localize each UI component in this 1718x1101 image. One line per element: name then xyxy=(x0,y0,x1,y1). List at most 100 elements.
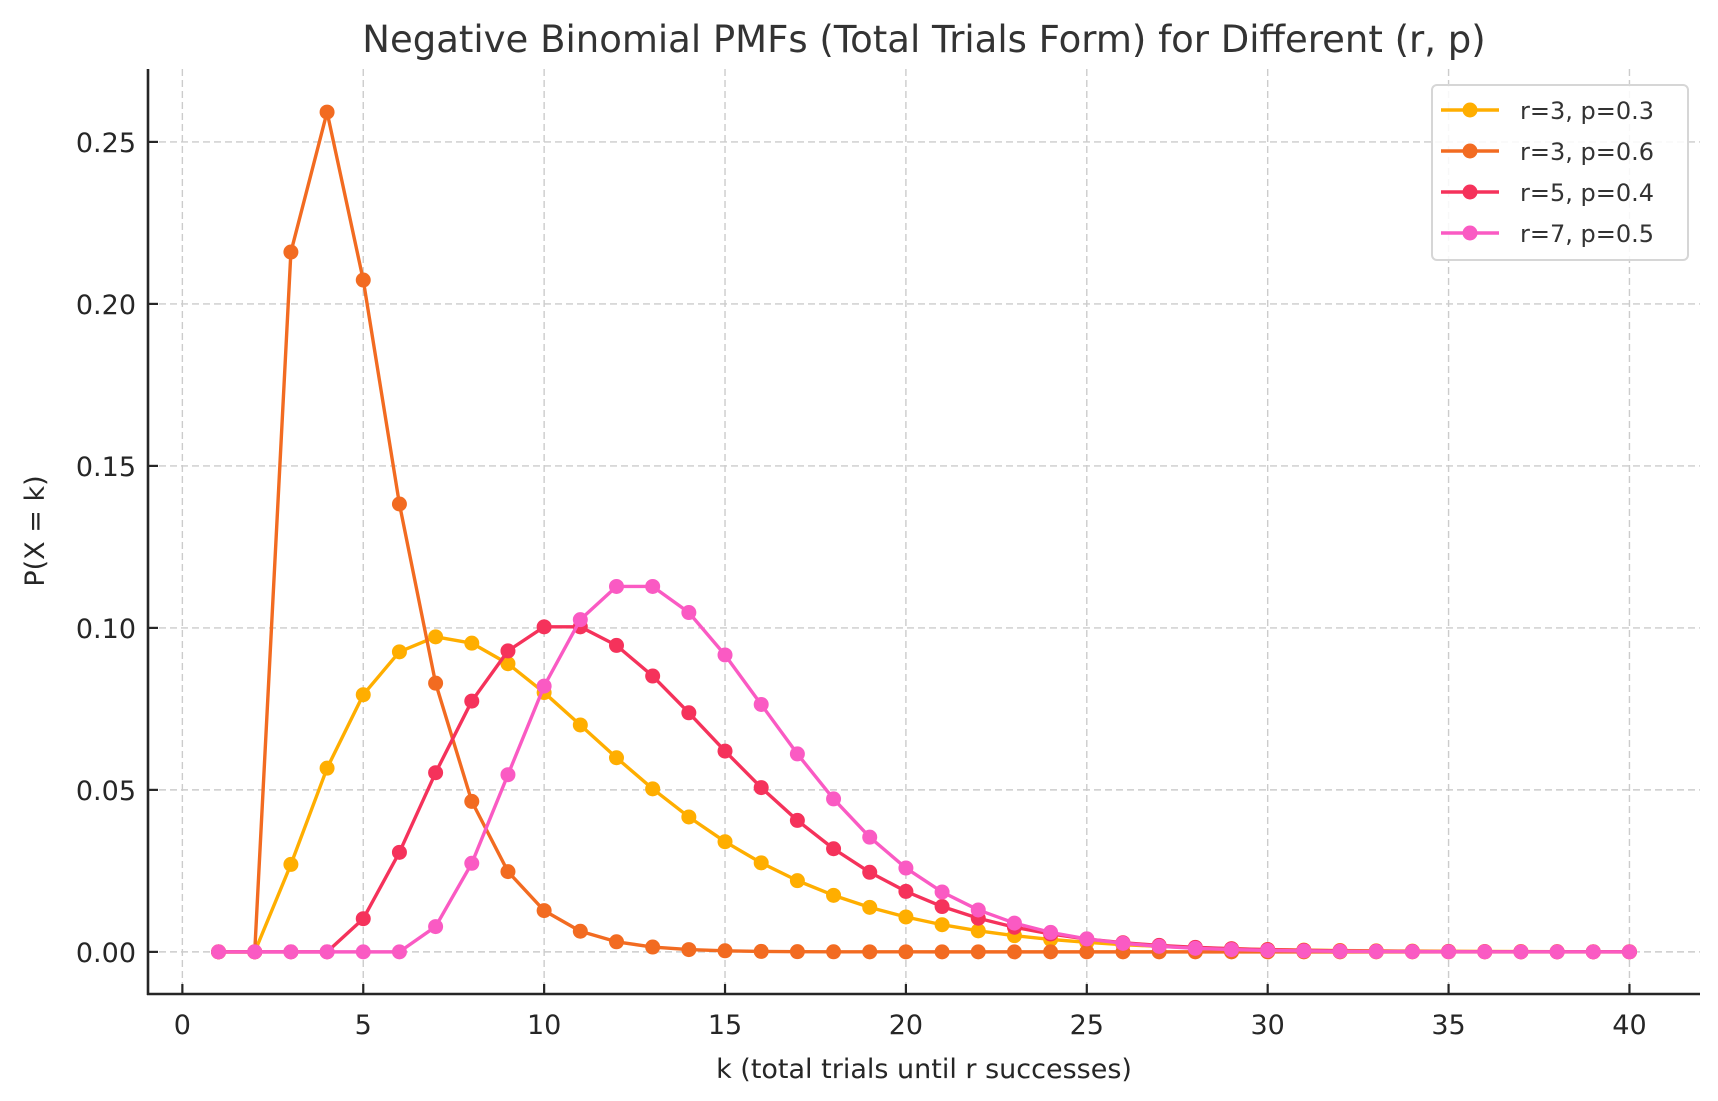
data-point xyxy=(464,855,480,871)
data-point xyxy=(1224,942,1240,958)
data-point xyxy=(500,643,516,659)
data-point xyxy=(826,887,842,903)
data-point xyxy=(283,244,299,260)
x-tick-label: 40 xyxy=(1612,1010,1646,1041)
data-point xyxy=(789,812,805,828)
data-point xyxy=(717,834,733,850)
data-point xyxy=(1043,924,1059,940)
legend-dot-marker xyxy=(1462,102,1478,118)
x-tick-label: 25 xyxy=(1070,1010,1104,1041)
data-point xyxy=(789,746,805,762)
data-point xyxy=(789,944,805,960)
data-point xyxy=(464,693,480,709)
data-point xyxy=(247,944,263,960)
data-point xyxy=(464,635,480,651)
data-point xyxy=(536,903,552,919)
data-point xyxy=(1006,915,1022,931)
data-point xyxy=(681,809,697,825)
data-point xyxy=(789,873,805,889)
data-point xyxy=(1187,940,1203,956)
series-line xyxy=(218,584,1630,954)
x-tick-label: 5 xyxy=(355,1010,372,1041)
data-point xyxy=(1151,938,1167,954)
data-point xyxy=(1585,944,1601,960)
data-point xyxy=(645,578,661,594)
chart-title: Negative Binomial PMFs (Total Trials For… xyxy=(362,18,1485,61)
data-point xyxy=(1260,942,1276,958)
y-tick-label: 0.00 xyxy=(76,938,136,969)
data-point xyxy=(211,944,227,960)
data-point xyxy=(1549,944,1565,960)
legend-item: r=7, p=0.5 xyxy=(1441,220,1654,248)
series-line xyxy=(218,110,1630,954)
data-point xyxy=(681,605,697,621)
data-point xyxy=(428,919,444,935)
data-point xyxy=(862,829,878,845)
data-point xyxy=(1513,944,1529,960)
data-point xyxy=(1441,944,1457,960)
legend-item: r=3, p=0.6 xyxy=(1441,138,1654,166)
x-tick-label: 30 xyxy=(1251,1010,1285,1041)
data-point xyxy=(753,696,769,712)
series-r-7-p-0-5 xyxy=(211,578,1637,960)
data-point xyxy=(536,619,552,635)
data-point xyxy=(681,705,697,721)
legend-dot-marker xyxy=(1462,225,1478,241)
legend-item: r=3, p=0.3 xyxy=(1441,97,1654,125)
x-axis-ticks: 0 5 10 15 20 25 30 35 40 xyxy=(174,984,1647,1041)
data-point xyxy=(283,944,299,960)
x-tick-label: 0 xyxy=(174,1010,191,1041)
data-point xyxy=(717,943,733,959)
data-point xyxy=(1079,931,1095,947)
data-point xyxy=(970,902,986,918)
legend-label: r=3, p=0.3 xyxy=(1520,97,1654,125)
y-tick-label: 0.05 xyxy=(76,776,136,807)
data-point xyxy=(717,743,733,759)
axes xyxy=(146,69,1700,996)
x-axis-label: k (total trials until r successes) xyxy=(716,1054,1132,1085)
data-point xyxy=(500,656,516,672)
data-point xyxy=(826,944,842,960)
data-point xyxy=(283,856,299,872)
data-point xyxy=(1332,943,1348,959)
legend-label: r=3, p=0.6 xyxy=(1520,138,1654,166)
data-point xyxy=(645,668,661,684)
legend-label: r=5, p=0.4 xyxy=(1520,179,1654,207)
data-point xyxy=(355,944,371,960)
data-point xyxy=(970,923,986,939)
data-point xyxy=(572,612,588,628)
data-point xyxy=(608,578,624,594)
data-point xyxy=(898,860,914,876)
y-tick-label: 0.20 xyxy=(76,290,136,321)
data-point xyxy=(1296,943,1312,959)
data-point xyxy=(464,793,480,809)
data-point xyxy=(898,883,914,899)
y-axis-label: P(X = k) xyxy=(20,475,51,586)
data-point xyxy=(934,944,950,960)
legend-dot-marker xyxy=(1462,184,1478,200)
data-point xyxy=(536,678,552,694)
x-tick-label: 10 xyxy=(527,1010,561,1041)
data-point xyxy=(355,911,371,927)
data-point xyxy=(1368,944,1384,960)
data-point xyxy=(753,943,769,959)
data-point xyxy=(862,899,878,915)
y-tick-label: 0.25 xyxy=(76,128,136,159)
legend-item: r=5, p=0.4 xyxy=(1441,179,1654,207)
data-point xyxy=(826,841,842,857)
data-point xyxy=(1477,944,1493,960)
data-point xyxy=(319,760,335,776)
x-tick-label: 20 xyxy=(889,1010,923,1041)
data-point xyxy=(319,944,335,960)
y-axis-ticks: 0.00 0.05 0.10 0.15 0.20 0.25 xyxy=(76,128,158,969)
series-r-3-p-0-6 xyxy=(211,104,1637,960)
data-point xyxy=(500,864,516,880)
data-point xyxy=(428,675,444,691)
data-point xyxy=(355,272,371,288)
legend-frame xyxy=(1431,84,1689,261)
data-point xyxy=(1621,944,1637,960)
data-point xyxy=(355,687,371,703)
data-point xyxy=(898,909,914,925)
plot-area xyxy=(211,104,1637,960)
x-tick-label: 35 xyxy=(1431,1010,1465,1041)
